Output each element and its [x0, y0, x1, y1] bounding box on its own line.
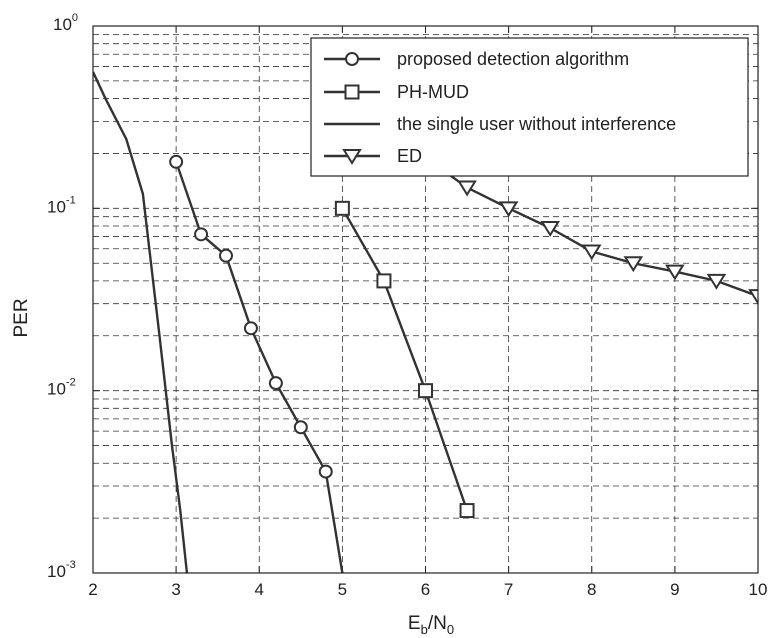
legend-label: the single user without interference — [397, 114, 676, 134]
legend-label: proposed detection algorithm — [397, 49, 629, 69]
square-marker — [344, 84, 360, 100]
tick-labels: 2 3 4 5 6 7 8 9 10 100 10-1 10-2 10-3 — [47, 12, 767, 599]
y-tick-label: 10-2 — [47, 377, 76, 399]
circle-marker — [293, 420, 308, 435]
y-tick-label: 10-1 — [47, 194, 76, 216]
x-tick-label: 4 — [255, 580, 264, 599]
legend-label: PH-MUD — [397, 82, 469, 102]
legend-entry: ED — [324, 146, 422, 166]
y-axis-label: PER — [11, 298, 32, 337]
y-tick-label: 100 — [53, 12, 78, 34]
plot-frame — [92, 25, 759, 574]
triangle-marker — [498, 201, 519, 218]
x-tick-label: 8 — [587, 580, 596, 599]
x-tick-label: 6 — [421, 580, 430, 599]
triangle-marker — [623, 256, 644, 273]
series-circle — [169, 154, 344, 573]
legend-label: ED — [397, 146, 422, 166]
x-tick-label: 5 — [338, 580, 347, 599]
series-line — [341, 207, 469, 511]
triangle-marker — [457, 180, 477, 197]
y-tick-label: 10-3 — [47, 559, 76, 581]
circle-marker — [318, 464, 333, 479]
legend-entry: PH-MUD — [324, 82, 469, 102]
data-series — [93, 71, 758, 573]
series-square — [334, 200, 475, 519]
triangle-marker — [540, 221, 560, 237]
x-tick-label: 3 — [171, 580, 180, 599]
series-line — [93, 71, 189, 573]
triangle-marker — [748, 289, 758, 306]
square-marker — [459, 503, 475, 519]
triangle-marker — [706, 273, 727, 290]
square-marker — [418, 383, 433, 399]
legend: proposed detection algorithm PH-MUD the si… — [310, 37, 749, 177]
circle-marker — [219, 248, 233, 263]
series-none — [93, 71, 189, 573]
legend-entry: proposed detection algorithm — [324, 49, 629, 69]
legend-box — [310, 37, 749, 177]
square-marker — [376, 273, 392, 289]
circle-marker — [345, 52, 359, 66]
triangle-marker — [581, 244, 602, 261]
x-tick-label: 7 — [504, 580, 513, 599]
triangle-marker — [342, 149, 362, 165]
circle-marker — [194, 227, 209, 242]
x-axis-label: Eb/N0 — [408, 613, 454, 637]
x-tick-label: 10 — [749, 580, 768, 599]
circle-marker — [169, 154, 184, 169]
series-triangle-down — [424, 156, 758, 306]
triangle-marker — [665, 264, 685, 281]
square-marker — [334, 200, 350, 216]
x-tick-label: 9 — [670, 580, 679, 599]
x-tick-label: 2 — [88, 580, 97, 599]
circle-marker — [268, 376, 283, 391]
circle-marker — [243, 321, 258, 336]
legend-entry: the single user without interference — [324, 114, 676, 134]
